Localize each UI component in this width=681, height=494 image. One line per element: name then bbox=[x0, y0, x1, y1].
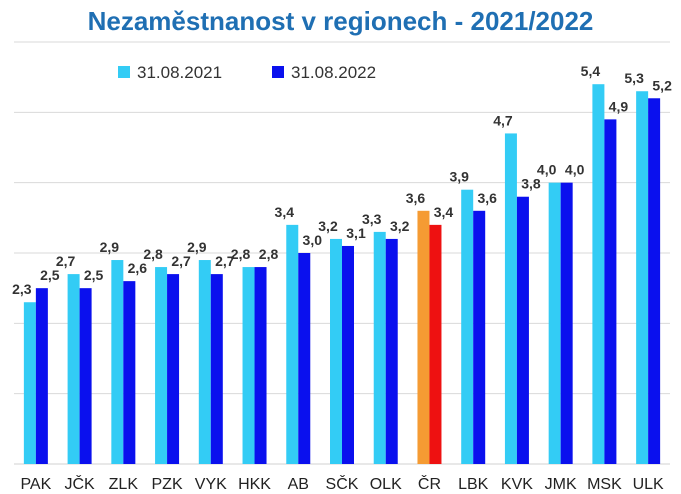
data-label: 3,3 bbox=[362, 211, 382, 227]
bar bbox=[373, 231, 386, 464]
bar bbox=[35, 288, 48, 464]
data-label: 2,7 bbox=[171, 253, 191, 269]
data-label: 2,8 bbox=[231, 246, 251, 262]
data-label: 3,4 bbox=[434, 204, 454, 220]
bar bbox=[592, 84, 605, 464]
bar bbox=[167, 274, 180, 464]
data-label: 3,1 bbox=[346, 225, 366, 241]
x-tick-label: LBK bbox=[458, 476, 489, 493]
bar bbox=[473, 210, 486, 464]
legend-label: 31.08.2022 bbox=[291, 63, 376, 82]
data-label: 2,8 bbox=[143, 246, 163, 262]
bar bbox=[198, 260, 211, 464]
legend-swatch bbox=[272, 66, 284, 78]
bar bbox=[242, 267, 255, 464]
bar bbox=[342, 245, 354, 464]
bar bbox=[560, 182, 573, 464]
bar bbox=[604, 119, 617, 464]
data-label: 4,0 bbox=[537, 162, 557, 178]
x-tick-label: MSK bbox=[587, 476, 622, 493]
legend: 31.08.2021 31.08.2022 bbox=[118, 63, 376, 82]
bars bbox=[23, 84, 661, 465]
bar bbox=[111, 260, 124, 464]
x-tick-label: HKK bbox=[238, 476, 271, 493]
x-tick-label: ČR bbox=[418, 474, 441, 493]
data-label: 2,5 bbox=[40, 267, 60, 283]
x-tick-label: PZK bbox=[152, 476, 183, 493]
data-label: 3,6 bbox=[406, 190, 426, 206]
data-label: 2,9 bbox=[100, 239, 120, 255]
bar bbox=[210, 274, 223, 464]
x-tick-label: VYK bbox=[195, 476, 227, 493]
bar bbox=[636, 91, 649, 464]
data-label: 5,3 bbox=[624, 70, 644, 86]
data-label: 3,9 bbox=[449, 169, 469, 185]
bar bbox=[254, 267, 267, 464]
x-tick-label: ULK bbox=[633, 476, 664, 493]
data-label: 2,3 bbox=[12, 281, 32, 297]
bar bbox=[67, 274, 80, 464]
data-label: 3,2 bbox=[390, 218, 410, 234]
data-label: 2,9 bbox=[187, 239, 207, 255]
bar bbox=[155, 267, 168, 464]
data-label: 4,9 bbox=[609, 98, 629, 114]
bar bbox=[548, 182, 561, 464]
legend-swatch bbox=[118, 66, 130, 78]
x-tick-label: OLK bbox=[370, 476, 402, 493]
x-tick-label: ZLK bbox=[109, 476, 139, 493]
bar bbox=[504, 133, 517, 464]
x-tick-label: PAK bbox=[20, 476, 51, 493]
x-tick-label: SČK bbox=[326, 474, 359, 493]
bar bbox=[123, 281, 136, 464]
data-label: 3,6 bbox=[477, 190, 497, 206]
bar bbox=[298, 253, 311, 464]
bar bbox=[23, 302, 36, 464]
bar bbox=[330, 238, 342, 464]
bar bbox=[385, 238, 398, 464]
bar bbox=[648, 98, 661, 465]
data-labels: 2,32,52,72,52,92,62,8 2,72,92,72,8 2,83,43… bbox=[12, 63, 672, 297]
data-label: 3,8 bbox=[521, 176, 541, 192]
data-label: 2,5 bbox=[84, 267, 104, 283]
data-label: 3,2 bbox=[318, 218, 338, 234]
data-label: 2,7 bbox=[56, 253, 76, 269]
x-tick-label: JČK bbox=[64, 474, 95, 493]
x-tick-label: AB bbox=[288, 476, 309, 493]
data-label: 3,4 bbox=[275, 204, 295, 220]
data-label: 2,7 bbox=[215, 253, 235, 269]
legend-label: 31.08.2021 bbox=[137, 63, 222, 82]
x-tick-label: JMK bbox=[545, 476, 577, 493]
chart-title: Nezaměstnanost v regionech - 2021/2022 bbox=[87, 6, 594, 36]
bar bbox=[461, 189, 474, 464]
data-label: 2,8 bbox=[259, 246, 279, 262]
data-label: 5,4 bbox=[581, 63, 601, 79]
bar bbox=[516, 196, 529, 464]
bar bbox=[286, 224, 299, 464]
data-label: 5,2 bbox=[652, 77, 672, 93]
data-label: 4,0 bbox=[565, 162, 585, 178]
bar bbox=[429, 224, 442, 464]
x-tick-label: KVK bbox=[501, 476, 533, 493]
bar bbox=[79, 288, 92, 464]
data-label: 2,6 bbox=[128, 260, 148, 276]
data-label: 3,0 bbox=[303, 232, 323, 248]
x-tick-labels: PAK JČK ZLK PZK VYK HKK AB SČK OLK ČR LBK KVK JMK MSK… bbox=[20, 474, 664, 493]
data-label: 4,7 bbox=[493, 112, 513, 128]
bar bbox=[417, 210, 430, 464]
